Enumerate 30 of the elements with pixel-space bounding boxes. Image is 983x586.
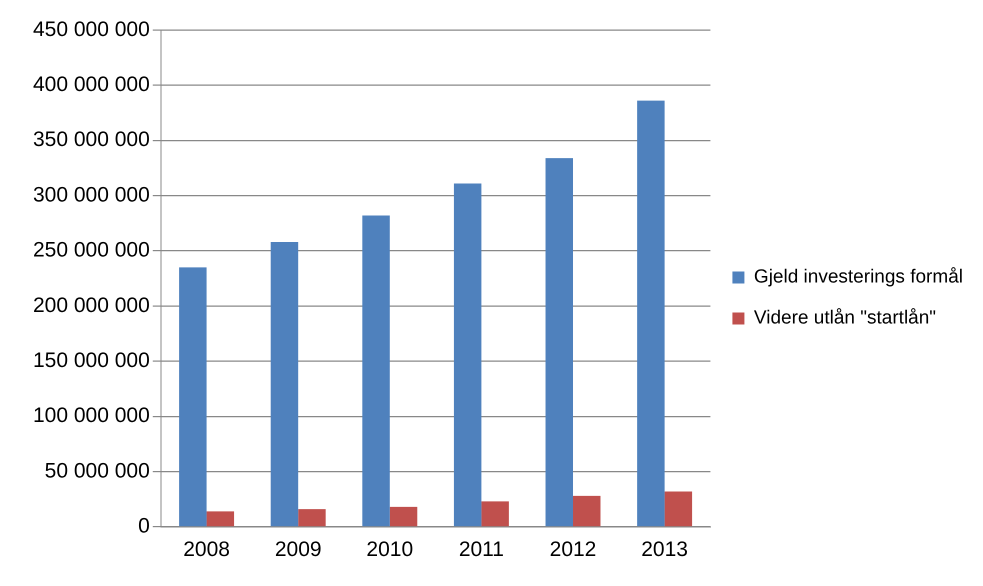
bar	[298, 509, 326, 526]
y-tick-label: 150 000 000	[32, 348, 150, 372]
bar	[362, 215, 390, 526]
bar	[637, 100, 665, 526]
legend-label: Gjeld investerings formål	[754, 266, 964, 288]
x-tick-label: 2008	[183, 538, 230, 562]
bar	[481, 501, 509, 526]
y-tick-label: 450 000 000	[32, 18, 150, 41]
y-tick-label: 50 000 000	[44, 459, 150, 482]
legend-label: Videre utlån "startlån"	[754, 308, 936, 329]
bar	[179, 267, 207, 526]
bar	[546, 158, 574, 526]
x-tick-label: 2010	[366, 538, 414, 562]
y-tick-label: 200 000 000	[32, 294, 150, 317]
x-tick-label: 2009	[274, 538, 322, 562]
bar	[664, 491, 692, 526]
bar	[206, 511, 234, 526]
bar	[270, 242, 298, 526]
y-tick-label: 250 000 000	[32, 238, 150, 262]
bar	[454, 183, 482, 526]
y-tick-label: 100 000 000	[32, 404, 150, 428]
x-tick-label: 2012	[550, 538, 596, 562]
bar	[390, 506, 418, 526]
bar	[573, 496, 600, 526]
y-tick-label: 0	[138, 514, 150, 538]
x-tick-label: 2013	[641, 538, 688, 562]
y-tick-label: 300 000 000	[32, 183, 150, 206]
x-tick-label: 2011	[458, 538, 504, 562]
y-tick-label: 350 000 000	[32, 128, 150, 152]
y-tick-label: 400 000 000	[32, 72, 150, 96]
